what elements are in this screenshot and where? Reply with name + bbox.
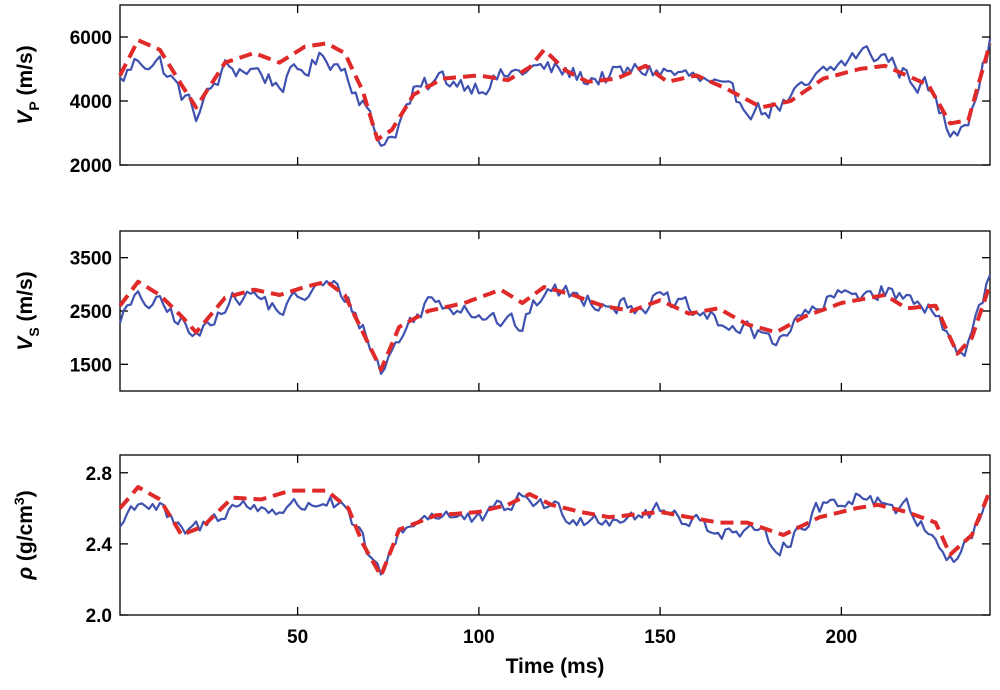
observed-series-line xyxy=(119,491,991,576)
panel-vp-yticks: 2000 4000 6000 xyxy=(70,28,990,177)
x-tick-label: 200 xyxy=(826,627,858,648)
model-series-line xyxy=(118,485,992,578)
x-tick-label: 100 xyxy=(463,627,495,648)
panel-vp-frame xyxy=(119,4,991,166)
y-tick-label: 1500 xyxy=(70,355,112,376)
panel-vs-series xyxy=(118,274,992,375)
panel-rho-yticks: 2.0 2.4 2.8 xyxy=(86,464,990,627)
panel-vp-xticks xyxy=(296,5,843,165)
y-tick-label: 6000 xyxy=(70,28,112,49)
panel-vp-series xyxy=(118,38,992,147)
y-tick-label: 2.4 xyxy=(86,535,113,556)
observed-series-line xyxy=(119,38,992,147)
panel-vs-yticks: 1500 2500 3500 xyxy=(70,249,990,376)
panel-vp: 2000 4000 6000 VP (m/s) xyxy=(14,4,992,177)
y-tick-label: 2500 xyxy=(70,302,112,323)
x-tick-labels: 50 100 150 200 xyxy=(287,627,857,648)
panel-rho-xticks xyxy=(296,455,843,615)
y-tick-label: 2.8 xyxy=(86,464,112,485)
panel-rho-series xyxy=(118,485,992,578)
panel-vp-ylabel: VP (m/s) xyxy=(14,45,42,124)
y-tick-label: 2.0 xyxy=(86,606,112,627)
model-series-line xyxy=(118,38,992,142)
panel-rho: 2.0 2.4 2.8 ρ (g/cm3) xyxy=(11,454,992,627)
panel-vs-ylabel: VS (m/s) xyxy=(14,271,42,350)
panel-vs-xticks xyxy=(296,231,843,391)
x-tick-label: 50 xyxy=(287,627,308,648)
y-tick-label: 4000 xyxy=(70,92,112,113)
y-tick-label: 3500 xyxy=(70,249,112,270)
model-series-line xyxy=(118,279,992,372)
panel-vs-frame xyxy=(119,230,991,392)
panel-vs: 1500 2500 3500 VS (m/s) xyxy=(14,230,992,392)
panel-rho-ylabel: ρ (g/cm3) xyxy=(11,490,37,580)
x-tick-label: 150 xyxy=(644,627,676,648)
observed-series-line xyxy=(118,274,992,375)
y-tick-label: 2000 xyxy=(70,156,112,177)
panel-rho-frame xyxy=(119,454,991,616)
x-axis-label: Time (ms) xyxy=(506,655,605,678)
